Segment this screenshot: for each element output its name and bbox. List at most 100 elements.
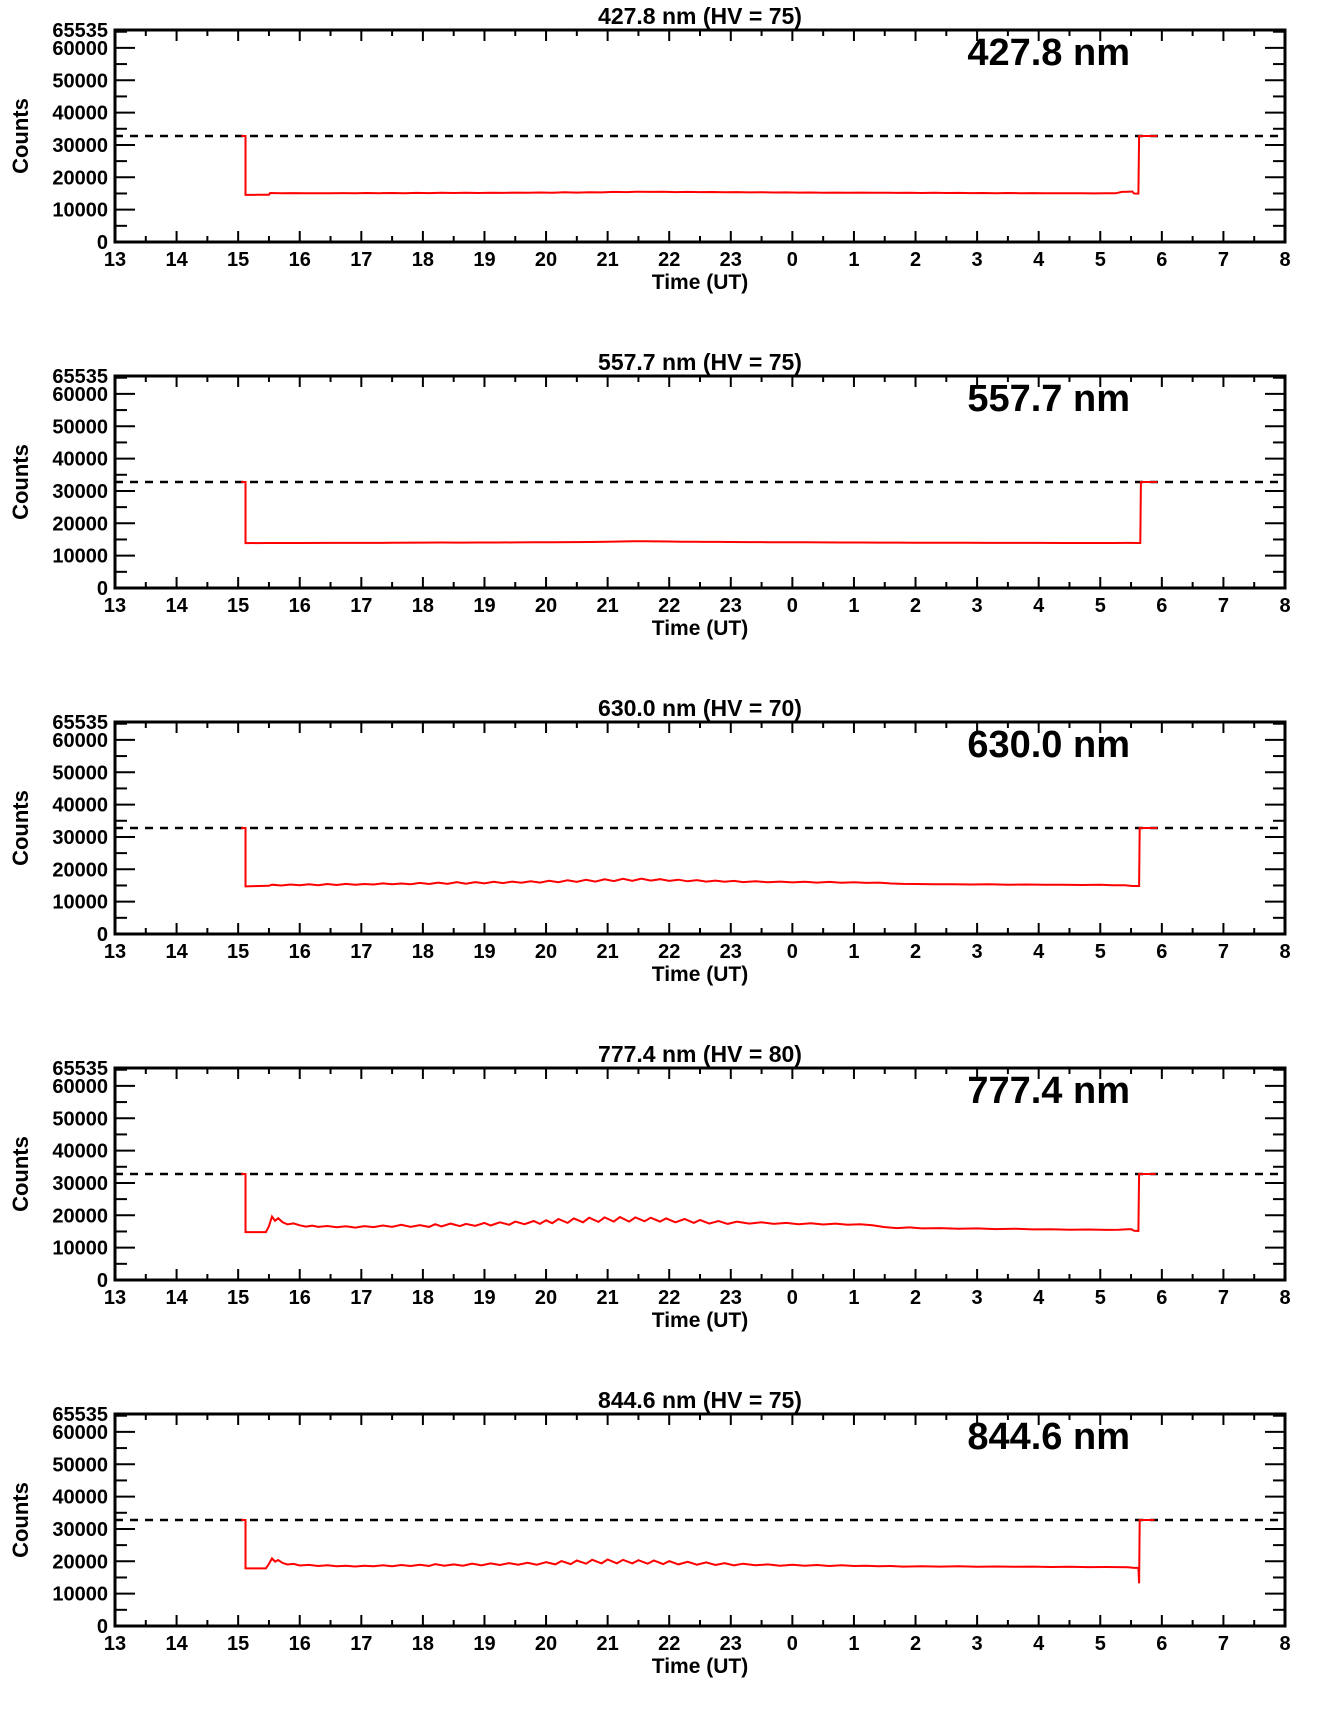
svg-text:20: 20 bbox=[535, 1287, 557, 1309]
svg-text:50000: 50000 bbox=[52, 1454, 108, 1476]
svg-text:6: 6 bbox=[1156, 941, 1167, 963]
svg-text:0: 0 bbox=[97, 578, 108, 600]
x-axis-label: Time (UT) bbox=[651, 1309, 749, 1332]
panel-title: 427.8 nm (HV = 75) bbox=[598, 3, 802, 29]
svg-text:30000: 30000 bbox=[52, 135, 108, 157]
svg-text:65535: 65535 bbox=[52, 366, 108, 388]
svg-text:60000: 60000 bbox=[52, 730, 108, 752]
svg-text:19: 19 bbox=[473, 1287, 495, 1309]
svg-text:4: 4 bbox=[1033, 941, 1045, 963]
chart-canvas-557-7nm: 13 14 15 16 17 18 19 20 21 22 23 0 1 2 3 4 5 6 7 8010000200… bbox=[52, 366, 1290, 617]
svg-text:8: 8 bbox=[1279, 1633, 1290, 1655]
svg-text:30000: 30000 bbox=[52, 481, 108, 503]
svg-text:22: 22 bbox=[658, 249, 680, 271]
svg-text:17: 17 bbox=[350, 249, 372, 271]
svg-text:5: 5 bbox=[1095, 1633, 1106, 1655]
svg-text:19: 19 bbox=[473, 1633, 495, 1655]
svg-text:18: 18 bbox=[412, 1633, 434, 1655]
svg-text:18: 18 bbox=[412, 595, 434, 617]
svg-text:19: 19 bbox=[473, 941, 495, 963]
svg-text:13: 13 bbox=[104, 249, 126, 271]
svg-text:8: 8 bbox=[1279, 941, 1290, 963]
svg-text:15: 15 bbox=[227, 941, 249, 963]
svg-text:65535: 65535 bbox=[52, 20, 108, 42]
svg-text:7: 7 bbox=[1218, 1633, 1229, 1655]
panel-557-7nm: 557.7 nm (HV = 75) 13 14 15 16 17 18 19 20 21 22 2… bbox=[0, 346, 1336, 692]
svg-text:6: 6 bbox=[1156, 1287, 1167, 1309]
panel-title: 844.6 nm (HV = 75) bbox=[598, 1387, 802, 1413]
svg-text:50000: 50000 bbox=[52, 70, 108, 92]
svg-text:2: 2 bbox=[910, 1633, 921, 1655]
svg-text:17: 17 bbox=[350, 941, 372, 963]
svg-text:7: 7 bbox=[1218, 595, 1229, 617]
svg-text:0: 0 bbox=[97, 1616, 108, 1638]
svg-text:30000: 30000 bbox=[52, 827, 108, 849]
svg-text:40000: 40000 bbox=[52, 103, 108, 125]
svg-text:40000: 40000 bbox=[52, 1487, 108, 1509]
svg-text:21: 21 bbox=[597, 249, 619, 271]
svg-text:0: 0 bbox=[787, 1287, 798, 1309]
svg-text:21: 21 bbox=[597, 1633, 619, 1655]
svg-text:5: 5 bbox=[1095, 595, 1106, 617]
panel-777-4nm: 777.4 nm (HV = 80) 13 14 15 16 17 18 19 20 21 22 2… bbox=[0, 1038, 1336, 1384]
svg-text:1: 1 bbox=[848, 249, 859, 271]
chart-canvas-427-8nm: 13 14 15 16 17 18 19 20 21 22 23 0 1 2 3 4 5 6 7 8010000200… bbox=[52, 20, 1290, 271]
svg-text:19: 19 bbox=[473, 595, 495, 617]
svg-text:15: 15 bbox=[227, 1633, 249, 1655]
svg-text:5: 5 bbox=[1095, 249, 1106, 271]
panel-title: 630.0 nm (HV = 70) bbox=[598, 695, 802, 721]
y-axis-label: Counts bbox=[8, 444, 33, 520]
svg-text:40000: 40000 bbox=[52, 1141, 108, 1163]
svg-text:8: 8 bbox=[1279, 1287, 1290, 1309]
svg-text:13: 13 bbox=[104, 1633, 126, 1655]
svg-text:20000: 20000 bbox=[52, 859, 108, 881]
svg-text:7: 7 bbox=[1218, 941, 1229, 963]
svg-text:4: 4 bbox=[1033, 595, 1045, 617]
svg-text:21: 21 bbox=[597, 1287, 619, 1309]
wavelength-label: 777.4 nm bbox=[967, 1070, 1130, 1112]
x-axis-label: Time (UT) bbox=[651, 617, 749, 640]
svg-text:7: 7 bbox=[1218, 1287, 1229, 1309]
svg-text:20: 20 bbox=[535, 249, 557, 271]
svg-text:65535: 65535 bbox=[52, 1404, 108, 1426]
svg-text:10000: 10000 bbox=[52, 200, 108, 222]
svg-text:3: 3 bbox=[972, 1633, 983, 1655]
svg-text:10000: 10000 bbox=[52, 546, 108, 568]
svg-text:2: 2 bbox=[910, 941, 921, 963]
wavelength-label: 427.8 nm bbox=[967, 32, 1130, 74]
svg-text:21: 21 bbox=[597, 941, 619, 963]
svg-text:13: 13 bbox=[104, 941, 126, 963]
svg-text:22: 22 bbox=[658, 941, 680, 963]
svg-text:22: 22 bbox=[658, 1633, 680, 1655]
svg-text:5: 5 bbox=[1095, 1287, 1106, 1309]
svg-text:1: 1 bbox=[848, 595, 859, 617]
svg-text:18: 18 bbox=[412, 941, 434, 963]
svg-text:18: 18 bbox=[412, 249, 434, 271]
svg-text:14: 14 bbox=[165, 595, 188, 617]
svg-text:17: 17 bbox=[350, 1287, 372, 1309]
wavelength-label: 630.0 nm bbox=[967, 724, 1130, 766]
svg-text:20000: 20000 bbox=[52, 1551, 108, 1573]
svg-text:15: 15 bbox=[227, 249, 249, 271]
svg-text:10000: 10000 bbox=[52, 892, 108, 914]
svg-text:65535: 65535 bbox=[52, 1058, 108, 1080]
svg-text:6: 6 bbox=[1156, 595, 1167, 617]
y-axis-label: Counts bbox=[8, 790, 33, 866]
svg-text:0: 0 bbox=[787, 249, 798, 271]
svg-text:0: 0 bbox=[787, 1633, 798, 1655]
chart-canvas-844-6nm: 13 14 15 16 17 18 19 20 21 22 23 0 1 2 3 4 5 6 7 8010000200… bbox=[52, 1404, 1290, 1655]
svg-text:23: 23 bbox=[720, 595, 742, 617]
svg-text:14: 14 bbox=[165, 249, 188, 271]
svg-text:20000: 20000 bbox=[52, 513, 108, 535]
svg-text:0: 0 bbox=[787, 941, 798, 963]
svg-text:23: 23 bbox=[720, 1287, 742, 1309]
y-axis-label: Counts bbox=[8, 1136, 33, 1212]
svg-text:19: 19 bbox=[473, 249, 495, 271]
svg-text:21: 21 bbox=[597, 595, 619, 617]
x-axis-label: Time (UT) bbox=[651, 963, 749, 986]
svg-text:13: 13 bbox=[104, 1287, 126, 1309]
svg-text:3: 3 bbox=[972, 941, 983, 963]
svg-text:2: 2 bbox=[910, 595, 921, 617]
svg-text:1: 1 bbox=[848, 1633, 859, 1655]
panel-844-6nm: 844.6 nm (HV = 75) 13 14 15 16 17 18 19 20 21 22 2… bbox=[0, 1384, 1336, 1730]
